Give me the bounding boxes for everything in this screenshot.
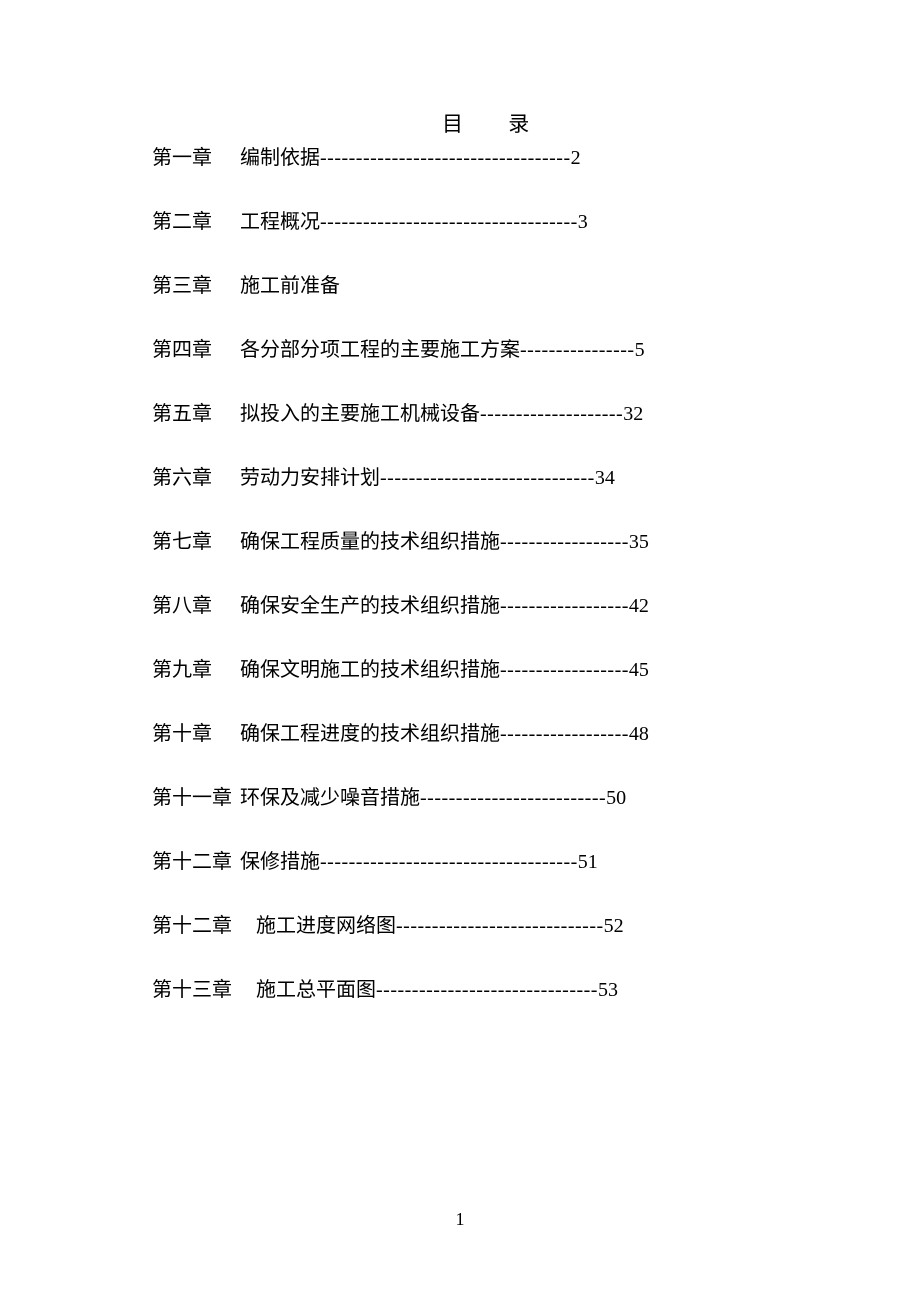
entry-gap [212,720,240,748]
chapter-title: 确保工程进度的技术组织措施 [240,720,500,748]
toc-entry: 第十一章环保及减少噪音措施--------------------------5… [152,784,770,812]
toc-entry: 第三章施工前准备 [152,272,770,300]
leader-dashes: ------------------ [500,528,629,556]
entry-page-number: 5 [635,336,645,364]
entry-gap [212,144,240,172]
leader-dashes: ------------------------------------ [320,208,578,236]
entry-gap [232,912,256,940]
entry-page-number: 34 [595,464,615,492]
entry-page-number: 42 [629,592,649,620]
entry-page-number: 53 [598,976,618,1004]
toc-entry: 第六章劳动力安排计划------------------------------… [152,464,770,492]
entry-page-number: 45 [629,656,649,684]
entry-gap [212,528,240,556]
chapter-title: 施工前准备 [240,272,340,300]
entry-page-number: 35 [629,528,649,556]
chapter-title: 保修措施 [240,848,320,876]
entry-gap [212,272,240,300]
chapter-label: 第十一章 [152,784,232,812]
leader-dashes: ----------------------------------- [320,144,571,172]
entry-gap [212,464,240,492]
entry-page-number: 50 [606,784,626,812]
entry-gap [212,592,240,620]
entry-page-number: 2 [571,144,581,172]
leader-dashes: -------------------- [480,400,623,428]
leader-dashes: ------------------ [500,592,629,620]
entry-gap [212,208,240,236]
chapter-label: 第七章 [152,528,212,556]
entry-page-number: 51 [578,848,598,876]
chapter-title: 劳动力安排计划 [240,464,380,492]
leader-dashes: ------------------------------------ [320,848,578,876]
entry-gap [212,656,240,684]
toc-entry: 第十章确保工程进度的技术组织措施------------------48 [152,720,770,748]
chapter-label: 第五章 [152,400,212,428]
chapter-label: 第九章 [152,656,212,684]
chapter-label: 第十二章 [152,912,232,940]
entry-gap [212,400,240,428]
chapter-label: 第一章 [152,144,212,172]
page-number: 1 [0,1209,920,1230]
chapter-title: 环保及减少噪音措施 [240,784,420,812]
leader-dashes: ---------------- [520,336,635,364]
chapter-title: 确保安全生产的技术组织措施 [240,592,500,620]
toc-entry: 第八章确保安全生产的技术组织措施------------------42 [152,592,770,620]
chapter-label: 第十三章 [152,976,232,1004]
entry-page-number: 48 [629,720,649,748]
chapter-label: 第三章 [152,272,212,300]
leader-dashes: -------------------------- [420,784,606,812]
toc-entry: 第七章确保工程质量的技术组织措施------------------35 [152,528,770,556]
chapter-title: 确保工程质量的技术组织措施 [240,528,500,556]
chapter-title: 编制依据 [240,144,320,172]
chapter-title: 拟投入的主要施工机械设备 [240,400,480,428]
leader-dashes: ----------------------------- [396,912,604,940]
toc-entry: 第十二章保修措施--------------------------------… [152,848,770,876]
chapter-label: 第六章 [152,464,212,492]
toc-entry: 第一章编制依据---------------------------------… [152,144,770,172]
leader-dashes: ------------------------------- [376,976,598,1004]
chapter-title: 工程概况 [240,208,320,236]
chapter-label: 第四章 [152,336,212,364]
toc-entry: 第四章各分部分项工程的主要施工方案----------------5 [152,336,770,364]
chapter-label: 第八章 [152,592,212,620]
leader-dashes: ------------------ [500,656,629,684]
leader-dashes: ------------------ [500,720,629,748]
chapter-title: 施工进度网络图 [256,912,396,940]
toc-entry: 第十三章施工总平面图------------------------------… [152,976,770,1004]
chapter-label: 第十二章 [152,848,232,876]
toc-entry: 第九章确保文明施工的技术组织措施------------------45 [152,656,770,684]
toc-title: 目 录 [152,108,770,138]
chapter-label: 第十章 [152,720,212,748]
entry-page-number: 3 [578,208,588,236]
entry-gap [232,976,256,1004]
entry-gap [232,848,240,876]
chapter-label: 第二章 [152,208,212,236]
toc-entry: 第五章拟投入的主要施工机械设备--------------------32 [152,400,770,428]
leader-dashes: ------------------------------ [380,464,595,492]
chapter-title: 各分部分项工程的主要施工方案 [240,336,520,364]
toc-entry: 第二章工程概况---------------------------------… [152,208,770,236]
document-page: 目 录 第一章编制依据-----------------------------… [0,0,920,1004]
toc-list: 第一章编制依据---------------------------------… [152,144,770,1004]
entry-gap [212,336,240,364]
entry-gap [232,784,240,812]
entry-page-number: 32 [623,400,643,428]
toc-entry: 第十二章施工进度网络图-----------------------------… [152,912,770,940]
chapter-title: 确保文明施工的技术组织措施 [240,656,500,684]
entry-page-number: 52 [604,912,624,940]
chapter-title: 施工总平面图 [256,976,376,1004]
